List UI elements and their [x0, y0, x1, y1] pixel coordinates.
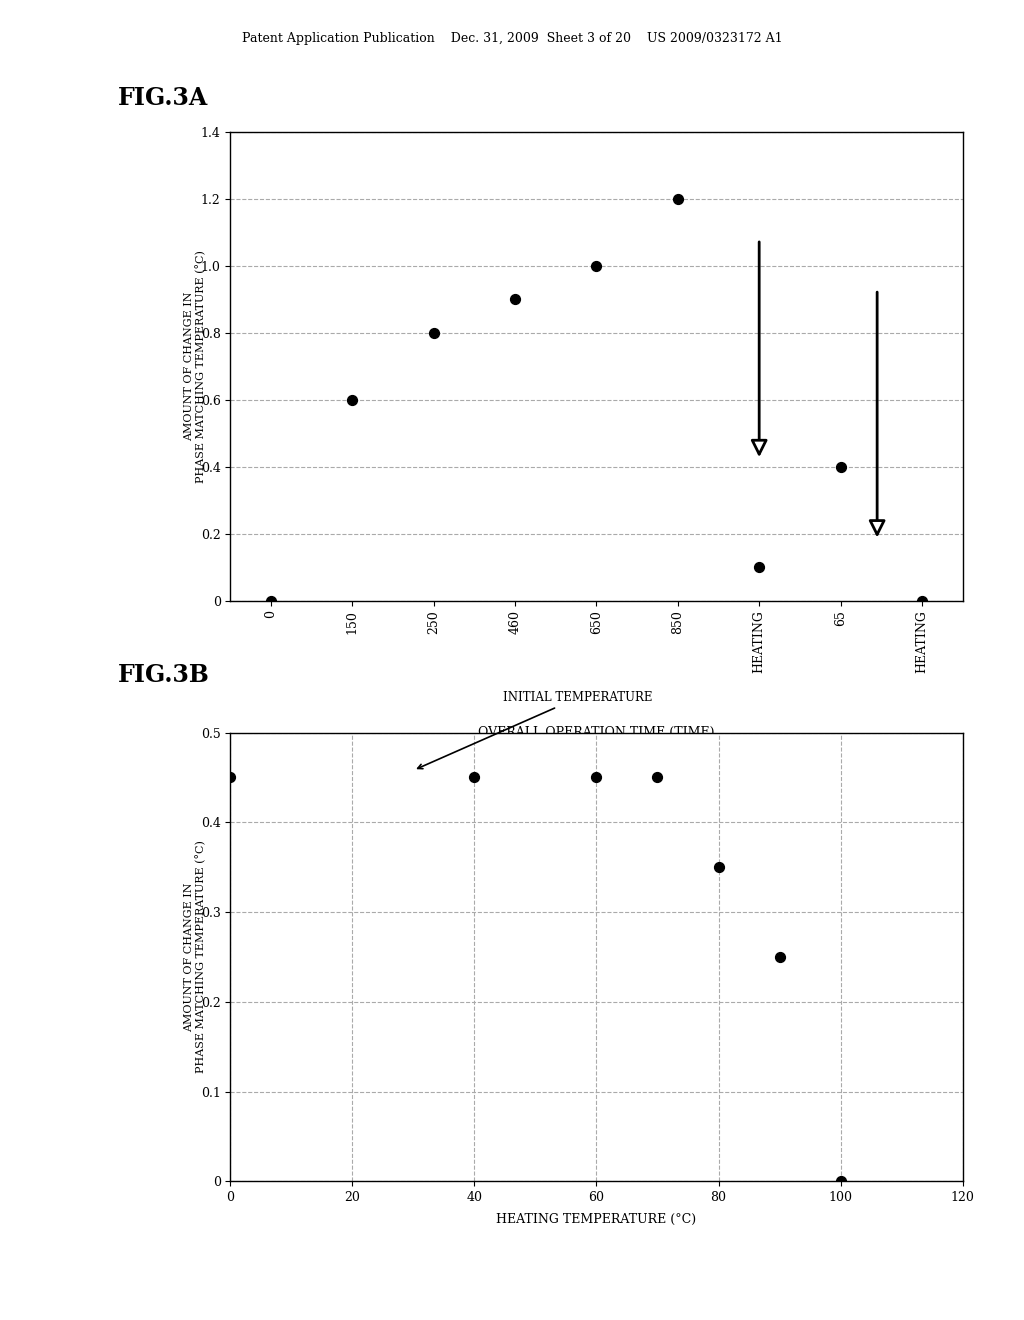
Point: [670, 189, 686, 210]
Point: [771, 946, 787, 968]
Point: [466, 767, 482, 788]
Point: [833, 1171, 849, 1192]
Point: [507, 289, 523, 310]
Point: [913, 590, 930, 611]
Point: [711, 857, 727, 878]
Text: Patent Application Publication    Dec. 31, 2009  Sheet 3 of 20    US 2009/032317: Patent Application Publication Dec. 31, …: [242, 32, 782, 45]
Point: [588, 767, 604, 788]
Point: [649, 767, 666, 788]
Point: [222, 767, 239, 788]
Y-axis label: AMOUNT OF CHANGE IN
PHASE MATCHING TEMPERATURE (°C): AMOUNT OF CHANGE IN PHASE MATCHING TEMPE…: [184, 841, 207, 1073]
Point: [263, 590, 280, 611]
Point: [588, 255, 604, 276]
Text: INITIAL TEMPERATURE: INITIAL TEMPERATURE: [418, 692, 653, 768]
Point: [833, 457, 849, 478]
Y-axis label: AMOUNT OF CHANGE IN
PHASE MATCHING TEMPERATURE (°C): AMOUNT OF CHANGE IN PHASE MATCHING TEMPE…: [184, 249, 207, 483]
Text: FIG.3A: FIG.3A: [118, 86, 208, 110]
Point: [426, 322, 442, 343]
Point: [751, 557, 767, 578]
Point: [344, 389, 360, 411]
Text: FIG.3B: FIG.3B: [118, 663, 210, 686]
X-axis label: OVERALL OPERATION TIME (TIME): OVERALL OPERATION TIME (TIME): [478, 726, 715, 739]
X-axis label: HEATING TEMPERATURE (°C): HEATING TEMPERATURE (°C): [497, 1213, 696, 1225]
